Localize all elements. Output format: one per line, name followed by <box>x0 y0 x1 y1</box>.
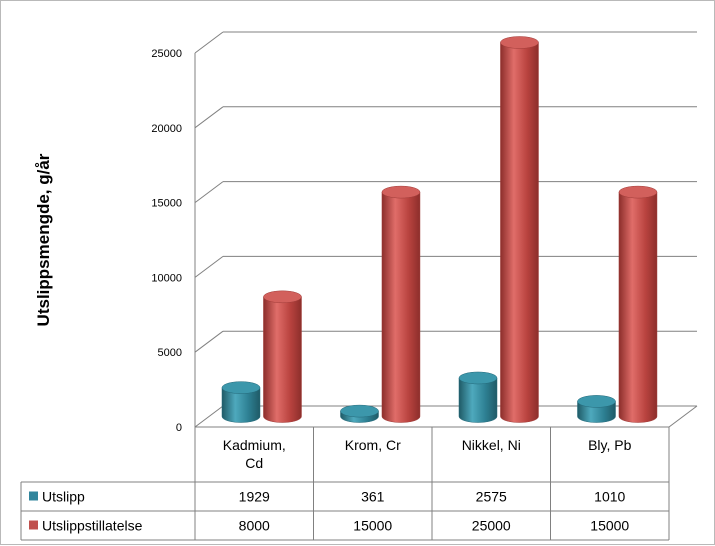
y-tick-label: 15000 <box>151 198 182 210</box>
bar-top <box>263 291 301 303</box>
data-value: 8000 <box>239 518 270 534</box>
gridline-depth <box>195 32 223 53</box>
y-tick-label: 25000 <box>151 48 182 60</box>
y-tick-label: 0 <box>176 422 182 434</box>
data-value: 1010 <box>594 489 625 505</box>
bar-body <box>263 297 301 423</box>
bar-top <box>382 186 420 198</box>
gridline-depth <box>195 406 223 427</box>
bar-utslipp <box>222 382 260 423</box>
bar-body <box>382 192 420 422</box>
gridline-depth <box>195 182 223 203</box>
category-label-line: Krom, Cr <box>345 437 401 453</box>
gridline-depth <box>195 331 223 352</box>
bar-top <box>340 405 378 417</box>
bar-body <box>459 378 497 423</box>
bar-body <box>619 192 657 422</box>
bar-top <box>500 37 538 49</box>
data-value: 1929 <box>239 489 270 505</box>
bar-top <box>459 372 497 384</box>
bar-top <box>619 186 657 198</box>
bar-body <box>500 43 538 423</box>
y-tick-label: 10000 <box>151 272 182 284</box>
bar-utslipp <box>340 405 378 422</box>
bar-utslippstillatelse <box>619 186 657 422</box>
data-value: 15000 <box>590 518 629 534</box>
bar-utslipp <box>577 395 615 422</box>
legend-label: Utslippstillatelse <box>42 518 143 534</box>
bar-top <box>222 382 260 394</box>
floor-right-edge <box>669 406 697 427</box>
gridline-depth <box>195 107 223 128</box>
category-label-line: Bly, Pb <box>588 437 632 453</box>
bar-utslippstillatelse <box>500 37 538 423</box>
y-tick-label: 5000 <box>158 347 182 359</box>
category-label: Kadmium, Cd <box>223 437 286 471</box>
legend-key <box>29 492 38 501</box>
data-value: 25000 <box>472 518 511 534</box>
category-label-line: Cd <box>245 455 263 471</box>
category-label-line: Nikkel, Ni <box>462 437 521 453</box>
data-value: 2575 <box>476 489 507 505</box>
category-label: Bly, Pb <box>588 437 632 453</box>
data-value: 361 <box>361 489 385 505</box>
legend-label: Utslipp <box>42 489 85 505</box>
gridline-depth <box>195 256 223 277</box>
legend-key <box>29 521 38 530</box>
category-label: Nikkel, Ni <box>462 437 521 453</box>
y-axis-title: Utslippsmengde, g/år <box>34 153 53 326</box>
category-label: Krom, Cr <box>345 437 401 453</box>
bar-utslippstillatelse <box>382 186 420 422</box>
y-tick-label: 20000 <box>151 123 182 135</box>
data-value: 15000 <box>353 518 392 534</box>
bar-utslipp <box>459 372 497 423</box>
bar-utslippstillatelse <box>263 291 301 423</box>
bar-top <box>577 395 615 407</box>
category-label-line: Kadmium, <box>223 437 286 453</box>
